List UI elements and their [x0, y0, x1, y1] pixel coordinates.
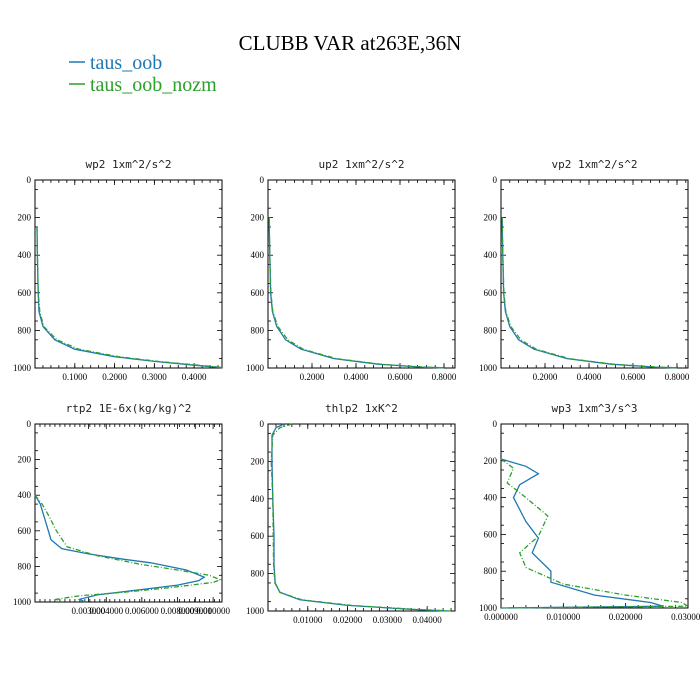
panel-title: rtp2 1E-6x(kg/kg)^2	[66, 402, 192, 415]
series-line-taus-oob-nozm	[501, 217, 678, 369]
y-tick-label: 800	[484, 566, 498, 576]
y-tick-label: 800	[251, 569, 265, 579]
series-line-taus-oob	[36, 226, 223, 369]
legend-label-taus-oob-nozm: taus_oob_nozm	[90, 74, 217, 96]
y-tick-label: 600	[251, 288, 265, 298]
x-tick-label: 0.8000	[665, 372, 690, 382]
y-tick-label: 0	[260, 419, 265, 429]
y-tick-label: 200	[251, 456, 265, 466]
y-tick-label: 800	[18, 561, 32, 571]
y-tick-label: 400	[484, 493, 498, 503]
y-tick-label: 400	[18, 490, 32, 500]
series-line-taus-oob	[500, 458, 664, 609]
x-tick-label: 0.6000	[388, 372, 413, 382]
plot-frame	[34, 423, 223, 603]
y-tick-label: 1000	[246, 606, 265, 616]
panel-title: vp2 1xm^2/s^2	[551, 158, 637, 171]
x-tick-label: 0.4000	[182, 372, 207, 382]
x-tick-label: 0.8000	[432, 372, 457, 382]
y-tick-label: 1000	[246, 363, 265, 373]
series-line-taus-oob	[268, 217, 445, 369]
x-tick-label: 0.4000	[344, 372, 369, 382]
y-tick-label: 400	[18, 250, 32, 260]
y-tick-label: 800	[18, 325, 32, 335]
x-tick-label: 0.020000	[609, 612, 643, 622]
legend-label-taus-oob: taus_oob	[90, 52, 162, 74]
x-tick-label: 0.1000	[62, 372, 87, 382]
panel-title: thlp2 1xK^2	[325, 402, 398, 415]
y-tick-label: 1000	[479, 363, 498, 373]
y-tick-label: 600	[18, 288, 32, 298]
series-line-taus-oob	[271, 423, 448, 612]
panel-title: wp2 1xm^2/s^2	[85, 158, 171, 171]
y-tick-label: 0	[493, 419, 498, 429]
x-tick-label: 0.03000	[373, 615, 403, 625]
x-tick-label: 0.000000	[484, 612, 518, 622]
y-tick-label: 800	[484, 325, 498, 335]
x-tick-label: 0.010000	[546, 612, 580, 622]
y-tick-label: 600	[251, 531, 265, 541]
panel-title: wp3 1xm^3/s^3	[551, 402, 637, 415]
x-tick-label: 0.6000	[621, 372, 646, 382]
y-tick-label: 600	[484, 529, 498, 539]
x-tick-label: 0.2000	[102, 372, 127, 382]
series-line-taus-oob	[34, 494, 206, 603]
y-tick-label: 400	[251, 494, 265, 504]
panel-2: up2 1xm^2/s^2 0 200 400 600 800 1000 0.2000 0.40…	[246, 158, 457, 382]
y-tick-label: 200	[251, 213, 265, 223]
y-tick-label: 1000	[13, 597, 32, 607]
plot-frame	[500, 179, 689, 369]
x-tick-label: 0.003000	[72, 606, 106, 616]
y-tick-label: 800	[251, 325, 265, 335]
y-tick-label: 600	[18, 526, 32, 536]
x-tick-label: 0.2000	[533, 372, 558, 382]
y-tick-label: 200	[18, 213, 32, 223]
x-tick-label: 0.004000	[89, 606, 123, 616]
panel-5: thlp2 1xK^2 0 200 400 600 800 1000 0.01000 0.020…	[246, 402, 456, 625]
y-tick-label: 0	[260, 175, 265, 185]
panels: wp2 1xm^2/s^2 0 200 400 600 800 1000 0.1000 0.20…	[13, 158, 700, 625]
panel-1: wp2 1xm^2/s^2 0 200 400 600 800 1000 0.1000 0.20…	[13, 158, 223, 382]
x-tick-label: 0.04000	[413, 615, 443, 625]
x-tick-label: 0.3000	[142, 372, 167, 382]
figure-title: CLUBB VAR at263E,36N	[239, 31, 462, 55]
plot-frame	[500, 423, 689, 609]
y-tick-label: 0	[493, 175, 498, 185]
y-tick-label: 0	[27, 175, 32, 185]
y-tick-label: 200	[484, 213, 498, 223]
series-line-taus-oob	[501, 217, 678, 369]
plot-frame	[34, 179, 223, 369]
y-tick-label: 400	[484, 250, 498, 260]
y-tick-label: 0	[27, 419, 32, 429]
plot-frame	[267, 423, 456, 612]
y-tick-label: 1000	[479, 603, 498, 613]
x-tick-label: 0.006000	[125, 606, 159, 616]
x-tick-label: 0.009000	[178, 606, 212, 616]
y-tick-label: 200	[18, 455, 32, 465]
x-tick-label: 0.01000	[293, 615, 323, 625]
x-tick-label: 0.008000	[161, 606, 195, 616]
series-line-taus-oob-nozm	[36, 226, 223, 369]
y-tick-label: 600	[484, 288, 498, 298]
series-line-taus-oob-nozm	[500, 458, 691, 609]
panel-4: rtp2 1E-6x(kg/kg)^2 0 200 400 600 800 1000 0.00…	[13, 402, 230, 616]
x-tick-label: 0.010000	[196, 606, 230, 616]
series-line-taus-oob-nozm	[268, 217, 445, 369]
plot-frame	[267, 179, 456, 369]
panel-6: wp3 1xm^3/s^3 0 200 400 600 800 10000.000000 0.…	[479, 402, 700, 622]
x-tick-label: 0.4000	[577, 372, 602, 382]
y-tick-label: 200	[484, 456, 498, 466]
x-tick-label: 0.2000	[300, 372, 325, 382]
panel-title: up2 1xm^2/s^2	[318, 158, 404, 171]
panel-3: vp2 1xm^2/s^2 0 200 400 600 800 1000 0.2000 0.40…	[479, 158, 690, 382]
series-line-taus-oob-nozm	[34, 494, 222, 603]
y-tick-label: 1000	[13, 363, 32, 373]
x-tick-label: 0.02000	[333, 615, 363, 625]
legend: taus_oob taus_oob_nozm	[69, 52, 217, 96]
series-line-taus-oob-nozm	[270, 423, 452, 612]
y-tick-label: 400	[251, 250, 265, 260]
